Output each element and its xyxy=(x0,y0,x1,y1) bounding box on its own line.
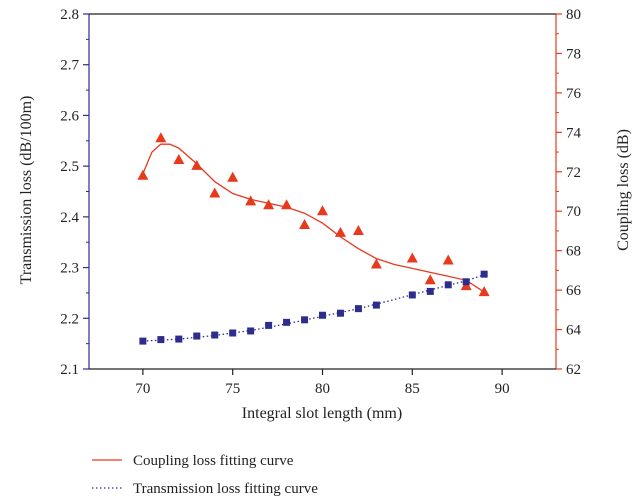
coupling-loss-point xyxy=(334,226,346,237)
transmission-loss-point xyxy=(444,281,452,289)
right-y-tick-label: 66 xyxy=(566,283,582,299)
right-y-tick-label: 74 xyxy=(566,125,582,141)
left-y-tick-label: 2.2 xyxy=(60,311,79,327)
right-y-axis-title: Coupling loss (dB) xyxy=(615,129,632,251)
left-y-tick-label: 2.7 xyxy=(60,58,79,74)
transmission-loss-point xyxy=(336,309,344,317)
coupling-loss-point xyxy=(424,274,436,285)
x-tick-label: 85 xyxy=(405,381,420,397)
coupling-loss-point xyxy=(137,169,149,180)
fitting-curves xyxy=(142,143,485,342)
transmission-loss-fit-line xyxy=(142,274,485,342)
transmission-loss-point xyxy=(480,270,488,278)
left-y-tick-label: 2.4 xyxy=(60,210,79,226)
left-y-tick-label: 2.8 xyxy=(60,7,79,23)
transmission-loss-point xyxy=(354,305,362,313)
x-tick-label: 70 xyxy=(135,381,150,397)
coupling-loss-point xyxy=(245,195,257,206)
coupling-loss-point xyxy=(299,219,311,230)
x-axis-title: Integral slot length (mm) xyxy=(242,405,402,422)
right-y-tick-label: 70 xyxy=(566,204,581,220)
right-y-tick-label: 68 xyxy=(566,244,581,260)
coupling-loss-point xyxy=(317,205,328,216)
coupling-loss-point xyxy=(370,258,382,269)
left-y-axis-title: Transmission loss (dB/100m) xyxy=(18,96,35,285)
transmission-loss-point xyxy=(408,291,416,299)
coupling-loss-point xyxy=(406,252,418,263)
right-y-axis-ticks: 62 64 66 68 70 72 74 76 78 80 xyxy=(556,7,582,378)
transmission-loss-point xyxy=(247,327,255,335)
coupling-loss-point xyxy=(155,132,167,143)
transmission-loss-point xyxy=(301,316,309,324)
coupling-loss-point xyxy=(191,159,203,170)
left-y-tick-label: 2.3 xyxy=(60,261,79,277)
right-y-tick-label: 76 xyxy=(566,86,582,102)
x-tick-label: 90 xyxy=(495,381,510,397)
coupling-loss-point xyxy=(352,224,364,235)
transmission-loss-point xyxy=(211,331,219,339)
transmission-loss-point xyxy=(283,318,291,326)
coupling-loss-point xyxy=(263,199,275,210)
x-tick-label: 75 xyxy=(225,381,240,397)
legend-label-coupling: Coupling loss fitting curve xyxy=(133,453,294,469)
data-points xyxy=(137,132,490,345)
transmission-loss-point xyxy=(229,329,237,337)
right-y-tick-label: 78 xyxy=(566,46,581,62)
right-y-tick-label: 62 xyxy=(566,362,581,378)
x-tick-label: 80 xyxy=(315,381,330,397)
right-y-tick-label: 72 xyxy=(566,165,581,181)
right-y-tick-label: 64 xyxy=(566,323,582,339)
transmission-loss-point xyxy=(175,335,183,343)
coupling-loss-fit-line xyxy=(142,143,485,293)
left-y-axis-ticks: 2.1 2.2 2.3 2.4 2.5 2.6 2.7 2.8 xyxy=(60,7,89,378)
transmission-loss-point xyxy=(139,337,147,345)
transmission-loss-point xyxy=(319,311,326,319)
coupling-loss-point xyxy=(173,153,185,164)
x-axis-ticks: 70 75 80 85 90 xyxy=(135,369,510,397)
transmission-loss-point xyxy=(426,287,434,295)
transmission-loss-point xyxy=(157,336,165,344)
transmission-loss-point xyxy=(265,321,273,329)
transmission-loss-point xyxy=(372,301,380,309)
coupling-loss-point xyxy=(227,171,239,182)
coupling-loss-point xyxy=(442,254,454,265)
coupling-loss-point xyxy=(209,187,221,198)
transmission-loss-point xyxy=(193,332,201,340)
legend-label-transmission: Transmission loss fitting curve xyxy=(133,481,318,497)
coupling-loss-point xyxy=(281,199,293,210)
coupling-loss-point xyxy=(478,286,490,297)
legend: Coupling loss fitting curve Transmission… xyxy=(92,453,318,497)
left-y-tick-label: 2.6 xyxy=(60,108,79,124)
transmission-loss-point xyxy=(462,278,470,286)
right-y-tick-label: 80 xyxy=(566,7,581,23)
left-y-tick-label: 2.5 xyxy=(60,159,79,175)
left-y-tick-label: 2.1 xyxy=(60,362,79,378)
